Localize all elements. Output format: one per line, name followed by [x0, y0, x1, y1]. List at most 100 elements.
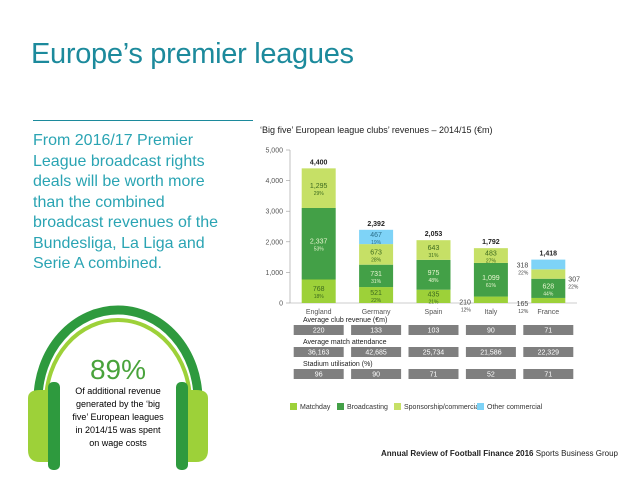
pct-label: 28% — [371, 257, 382, 263]
bar-segment — [531, 259, 566, 270]
stat-line: in 2014/15 was spent — [75, 425, 161, 435]
stat-line: generated by the ‘big — [75, 399, 161, 409]
table-value: 36,163 — [308, 350, 330, 357]
data-label: 628 — [542, 283, 554, 290]
bar-segment — [473, 248, 508, 263]
y-tick-label: 0 — [279, 301, 283, 308]
data-label: 1,295 — [310, 183, 328, 190]
stat-percentage: 89% — [89, 354, 147, 385]
y-tick-label: 3,000 — [265, 209, 283, 216]
table-cell — [351, 325, 402, 335]
data-label: 210 — [459, 300, 471, 307]
y-tick-label: 1,000 — [265, 270, 283, 277]
pct-label: 22% — [568, 284, 579, 290]
legend-label: Matchday — [300, 404, 331, 411]
table-cell — [293, 325, 344, 335]
bar-segment — [531, 278, 566, 298]
pct-label: 31% — [428, 253, 439, 259]
table-value: 96 — [315, 372, 323, 379]
table-value: 220 — [313, 328, 325, 335]
table-label: Average club revenue (€m) — [303, 317, 387, 324]
legend-swatch — [337, 403, 344, 410]
footer-report-title: Annual Review of Football Finance 2016 — [381, 449, 534, 458]
table-value: 42,685 — [365, 350, 387, 357]
pct-label: 21% — [428, 299, 439, 305]
y-tick-label: 4,000 — [265, 178, 283, 185]
table-value: 103 — [428, 328, 440, 335]
table-value: 71 — [430, 372, 438, 379]
pct-label: 27% — [486, 259, 497, 265]
x-tick-label: England — [306, 309, 332, 316]
intro-line: than the combined — [33, 193, 165, 211]
intro-line: Serie A combined. — [33, 255, 162, 272]
data-label: 1,099 — [482, 275, 500, 282]
bar-segment — [359, 287, 394, 303]
stat-line: on wage costs — [89, 438, 147, 448]
x-tick-label: France — [537, 309, 559, 316]
pct-label: 29% — [314, 191, 325, 197]
bar-segment — [359, 229, 394, 245]
pct-label: 22% — [371, 298, 382, 304]
pct-label: 22% — [518, 271, 529, 277]
table-value: 71 — [544, 328, 552, 335]
table-cell — [408, 369, 459, 379]
intro-line: From 2016/17 Premier — [33, 132, 194, 149]
intro-line: League broadcast rights — [33, 152, 205, 170]
table-label: Average match attendance — [303, 339, 387, 346]
table-value: 21,586 — [480, 350, 502, 357]
table-cell — [523, 325, 574, 335]
y-tick-label: 5,000 — [265, 148, 283, 155]
bar-segment — [301, 207, 336, 280]
stat-callout: 89% Of additional revenue generated by t… — [57, 355, 179, 450]
data-label: 521 — [370, 290, 382, 297]
pct-label: 31% — [371, 279, 382, 285]
title-divider — [33, 120, 253, 121]
table-cell — [293, 347, 344, 357]
legend-label: Broadcasting — [347, 404, 388, 411]
data-label: 318 — [517, 263, 529, 270]
data-label: 673 — [370, 249, 382, 256]
bar-segment — [359, 244, 394, 265]
x-tick-label: Germany — [362, 309, 391, 316]
table-cell — [465, 369, 516, 379]
bar-segment — [473, 262, 508, 297]
data-label: 975 — [428, 270, 440, 277]
headphones-icon — [28, 305, 208, 470]
bar-segment — [416, 240, 451, 260]
page-title: Europe’s premier leagues — [31, 38, 354, 70]
bar-segment — [359, 264, 394, 288]
stat-line: five’ European leagues — [72, 412, 164, 422]
table-cell — [408, 325, 459, 335]
pct-label: 12% — [461, 308, 472, 314]
data-label: 165 — [517, 301, 529, 308]
bar-segment — [301, 279, 336, 303]
data-label: 731 — [370, 271, 382, 278]
table-value: 71 — [544, 372, 552, 379]
intro-paragraph: From 2016/17 Premier League broadcast ri… — [33, 131, 261, 275]
legend-swatch — [477, 403, 484, 410]
table-value: 25,734 — [423, 350, 445, 357]
data-label: 483 — [485, 251, 497, 258]
legend-label: Other commercial — [487, 404, 543, 411]
stat-line: Of additional revenue — [75, 386, 161, 396]
legend-label: Sponsorship/commercial — [404, 404, 481, 411]
pct-label: 19% — [371, 240, 382, 246]
bar-segment — [531, 297, 566, 303]
table-cell — [523, 369, 574, 379]
total-label: 1,418 — [540, 251, 558, 258]
table-cell — [408, 347, 459, 357]
pct-label: 61% — [486, 283, 497, 289]
table-cell — [351, 369, 402, 379]
total-label: 1,792 — [482, 239, 500, 246]
table-cell — [523, 347, 574, 357]
bar-segment — [531, 269, 566, 279]
data-label: 643 — [428, 245, 440, 252]
bar-segment — [416, 289, 451, 303]
table-value: 90 — [487, 328, 495, 335]
table-value: 52 — [487, 372, 495, 379]
legend-swatch — [290, 403, 297, 410]
table-label: Stadium utilisation (%) — [303, 361, 373, 368]
table-value: 90 — [372, 372, 380, 379]
pct-label: 12% — [518, 309, 529, 315]
total-label: 4,400 — [310, 159, 328, 166]
